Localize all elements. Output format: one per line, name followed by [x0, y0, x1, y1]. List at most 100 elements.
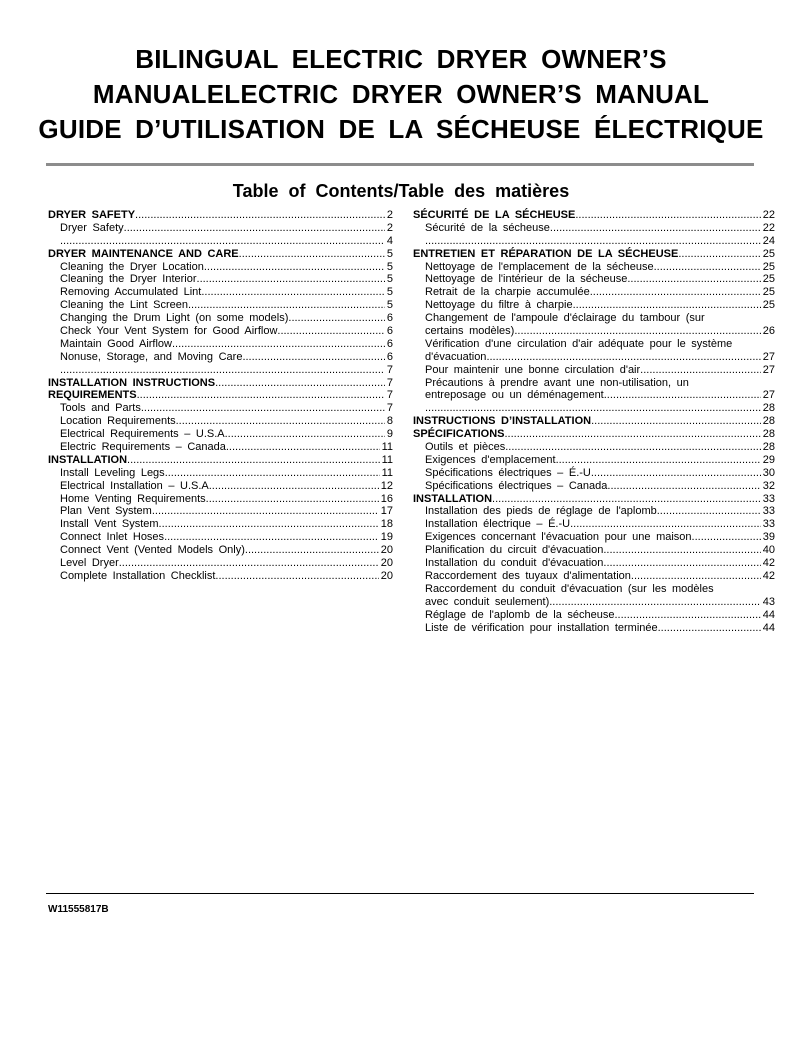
toc-entry-page: 33	[762, 492, 775, 505]
dot-leader	[573, 518, 761, 531]
toc-entry[interactable]: certains modèles) 26	[413, 325, 775, 338]
dot-leader	[603, 544, 760, 557]
toc-entry-page: 18	[380, 518, 393, 531]
toc-entry[interactable]: Connect Inlet Hoses 19	[48, 531, 393, 544]
dot-leader	[689, 377, 773, 390]
toc-entry[interactable]: Home Venting Requirements 16	[48, 493, 393, 506]
footer-divider	[46, 893, 754, 894]
toc-entry[interactable]: 28	[413, 402, 775, 415]
toc-entry[interactable]: Electrical Installation – U.S.A 12	[48, 480, 393, 493]
toc-entry[interactable]: Removing Accumulated Lint 5	[48, 286, 393, 299]
toc-entry[interactable]: Nettoyage de l'emplacement de la sécheus…	[413, 261, 775, 274]
toc-entry[interactable]: Cleaning the Lint Screen 5	[48, 299, 393, 312]
toc-entry[interactable]: Changing the Drum Light (on some models)…	[48, 312, 393, 325]
dot-leader	[603, 557, 760, 570]
toc-section-entry[interactable]: REQUIREMENTS 7	[48, 389, 393, 402]
toc-entry[interactable]: 7	[48, 364, 393, 377]
dot-leader	[204, 261, 385, 274]
dot-leader	[176, 415, 385, 428]
toc-entry-title: Cleaning the Lint Screen	[60, 299, 188, 312]
toc-section-entry[interactable]: INSTALLATION INSTRUCTIONS 7	[48, 377, 393, 390]
dot-leader	[607, 480, 760, 493]
toc-entry[interactable]: Raccordement des tuyaux d'alimentation 4…	[413, 570, 775, 583]
dot-leader	[159, 518, 379, 531]
toc-entry-page: 24	[762, 234, 775, 247]
toc-entry[interactable]: Nettoyage de l'intérieur de la sécheuse …	[413, 273, 775, 286]
toc-entry[interactable]: Pour maintenir une bonne circulation d'a…	[413, 364, 775, 377]
toc-entry[interactable]: entreposage ou un déménagement 27	[413, 389, 775, 402]
toc-section-entry[interactable]: DRYER MAINTENANCE AND CARE 5	[48, 248, 393, 261]
toc-entry[interactable]: Planification du circuit d'évacuation 40	[413, 544, 775, 557]
toc-entry[interactable]: Outils et pièces 28	[413, 441, 775, 454]
toc-entry-title: certains modèles)	[425, 325, 515, 338]
toc-entry[interactable]: Installation du conduit d'évacuation 42	[413, 557, 775, 570]
toc-entry[interactable]: Liste de vérification pour installation …	[413, 622, 775, 635]
toc-entry[interactable]: Nonuse, Storage, and Moving Care 6	[48, 351, 393, 364]
toc-entry[interactable]: Tools and Parts 7	[48, 402, 393, 415]
toc-entry[interactable]: Complete Installation Checklist 20	[48, 570, 393, 583]
toc-entry-page: 29	[762, 453, 775, 466]
toc-section-entry[interactable]: INSTALLATION 33	[413, 493, 775, 506]
dot-leader	[137, 389, 385, 402]
toc-entry[interactable]: Vérification d'une circulation d'air adé…	[413, 338, 775, 351]
toc-entry[interactable]: d'évacuation 27	[413, 351, 775, 364]
toc-entry[interactable]: Maintain Good Airflow 6	[48, 338, 393, 351]
toc-entry[interactable]: Changement de l'ampoule d'éclairage du t…	[413, 312, 775, 325]
toc-entry[interactable]: Cleaning the Dryer Interior 5	[48, 273, 393, 286]
toc-section-entry[interactable]: DRYER SAFETY 2	[48, 209, 393, 222]
toc-entry-title: INSTALLATION	[48, 453, 128, 466]
toc-entry[interactable]: Précautions à prendre avant une non-util…	[413, 377, 775, 390]
toc-entry-title: Installation du conduit d'évacuation	[425, 557, 604, 570]
toc-entry[interactable]: Sécurité de la sécheuse 22	[413, 222, 775, 235]
toc-entry-page: 30	[762, 466, 775, 479]
toc-entry[interactable]: Installation électrique – É.-U. 33	[413, 518, 775, 531]
toc-entry-title: DRYER SAFETY	[48, 209, 136, 221]
toc-entry[interactable]: Cleaning the Dryer Location 5	[48, 261, 393, 274]
toc-entry[interactable]: Exigences d'emplacement 29	[413, 454, 775, 467]
toc-section-entry[interactable]: SÉCURITÉ DE LA SÉCHEUSE 22	[413, 209, 775, 222]
toc-entry[interactable]: Check Your Vent System for Good Airflow …	[48, 325, 393, 338]
toc-entry-page: 33	[762, 518, 775, 531]
toc-entry-page: 6	[386, 325, 393, 338]
dot-leader	[152, 505, 379, 518]
toc-entry-page: 7	[386, 389, 393, 402]
toc-entry-page: 20	[380, 569, 393, 582]
toc-entry-title: Electrical Requirements – U.S.A	[60, 428, 225, 441]
toc-entry[interactable]: Level Dryer 20	[48, 557, 393, 570]
toc-section-entry[interactable]: ENTRETIEN ET RÉPARATION DE LA SÉCHEUSE 2…	[413, 248, 775, 261]
toc-entry-page: 28	[762, 441, 775, 454]
toc-section-entry[interactable]: INSTRUCTIONS D’INSTALLATION 28	[413, 415, 775, 428]
toc-entry[interactable]: Install Leveling Legs 11	[48, 467, 393, 480]
toc-entry[interactable]: Retrait de la charpie accumulée 25	[413, 286, 775, 299]
toc-entry[interactable]: Install Vent System 18	[48, 518, 393, 531]
toc-entry-title: SÉCURITÉ DE LA SÉCHEUSE	[413, 209, 576, 221]
toc-entry[interactable]: Electrical Requirements – U.S.A 9	[48, 428, 393, 441]
toc-entry[interactable]: Installation des pieds de réglage de l'a…	[413, 505, 775, 518]
toc-entry[interactable]: Exigences concernant l'évacuation pour u…	[413, 531, 775, 544]
toc-section-entry[interactable]: INSTALLATION 11	[48, 454, 393, 467]
toc-section-entry[interactable]: SPÉCIFICATIONS 28	[413, 428, 775, 441]
toc-entry[interactable]: Raccordement du conduit d'évacuation (su…	[413, 583, 775, 596]
toc-entry[interactable]: Dryer Safety 2	[48, 222, 393, 235]
toc-entry[interactable]: 4	[48, 235, 393, 248]
toc-entry[interactable]: Spécifications électriques – É.-U. 30	[413, 467, 775, 480]
toc-entry[interactable]: Electric Requirements – Canada 11	[48, 441, 393, 454]
toc-entry-title: INSTALLATION INSTRUCTIONS	[48, 376, 216, 389]
dot-leader	[119, 557, 379, 570]
toc-entry[interactable]: Location Requirements 8	[48, 415, 393, 428]
toc-entry[interactable]: Nettoyage du filtre à charpie 25	[413, 299, 775, 312]
toc-entry-page: 17	[380, 505, 393, 518]
toc-entry[interactable]: 24	[413, 235, 775, 248]
document-code: W11555817B	[48, 904, 109, 915]
toc-entry-title: Exigences d'emplacement	[425, 453, 556, 466]
toc-entry[interactable]: Connect Vent (Vented Models Only) 20	[48, 544, 393, 557]
toc-entry[interactable]: Réglage de l'aplomb de la sécheuse 44	[413, 609, 775, 622]
toc-entry[interactable]: avec conduit seulement) 43	[413, 596, 775, 609]
toc-entry[interactable]: Plan Vent System 17	[48, 505, 393, 518]
dot-leader	[172, 338, 385, 351]
toc-entry-title: Exigences concernant l'évacuation pour u…	[425, 531, 692, 544]
dot-leader	[164, 531, 379, 544]
dot-leader	[127, 454, 380, 467]
toc-entry[interactable]: Spécifications électriques – Canada 32	[413, 480, 775, 493]
